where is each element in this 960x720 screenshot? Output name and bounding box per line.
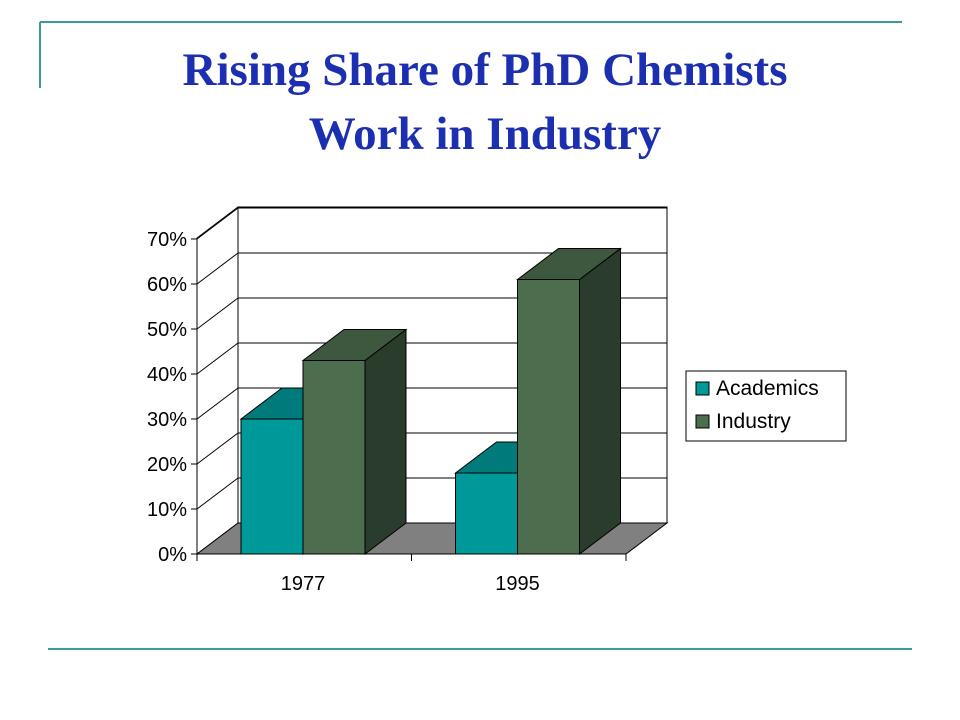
gridline-side <box>196 207 239 240</box>
legend-label-industry: Industry <box>716 410 791 433</box>
slide-title: Rising Share of PhD Chemists Work in Ind… <box>60 38 910 166</box>
y-tick-label: 30% <box>147 409 187 431</box>
y-tick-label: 50% <box>147 319 187 341</box>
bar-side <box>364 328 407 556</box>
slide-title-line-1: Rising Share of PhD Chemists <box>182 44 788 96</box>
x-tick-label: 1977 <box>281 573 326 595</box>
gridline-side <box>196 477 239 510</box>
y-tick-label: 60% <box>147 274 187 296</box>
chart-bars <box>239 247 622 556</box>
gridline-side <box>196 342 239 375</box>
bar-front <box>240 418 304 555</box>
bar-industry-1995 <box>516 247 622 556</box>
bar-side <box>579 247 621 556</box>
y-tick-label: 70% <box>147 229 187 251</box>
chart-side-wall <box>196 205 239 556</box>
bar-industry-1977 <box>301 328 408 556</box>
bar-front <box>517 279 580 555</box>
legend-swatch-academics <box>695 381 710 396</box>
gridline-side <box>196 387 239 420</box>
gridline-side <box>196 252 239 285</box>
legend-box <box>685 370 847 442</box>
slide-title-line-2: Work in Industry <box>308 108 662 160</box>
y-tick-label: 40% <box>147 364 187 386</box>
legend-swatch-industry <box>695 414 710 429</box>
chart-legend: Academics Industry <box>685 370 847 442</box>
bar-front <box>455 472 518 555</box>
y-tick-label: 20% <box>147 454 187 476</box>
gridline-side <box>196 432 239 465</box>
legend-label-academics: Academics <box>716 377 819 400</box>
y-tick-label: 10% <box>147 499 187 521</box>
bar-front <box>302 360 366 555</box>
y-tick-label: 0% <box>158 544 187 566</box>
x-tick-label: 1995 <box>495 573 540 595</box>
chart-axes: 0% 10% 20% 30% 40% 50% 60% 70% 1977 1995 <box>147 229 627 595</box>
gridline-side <box>196 297 239 330</box>
